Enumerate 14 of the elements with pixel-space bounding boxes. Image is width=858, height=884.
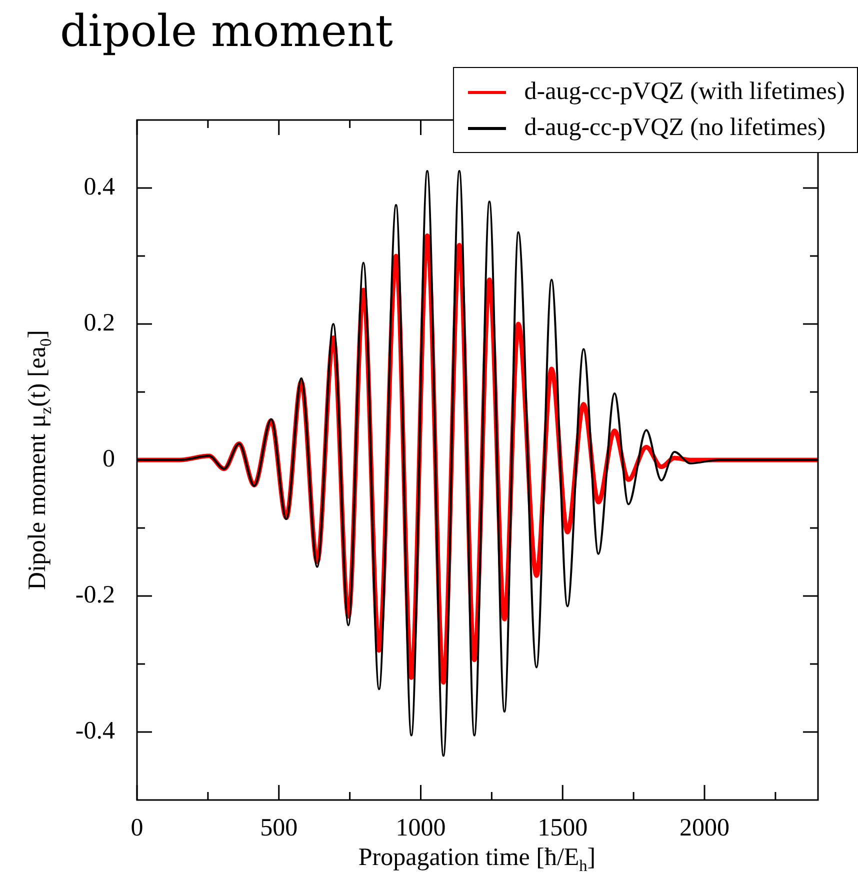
y-tick-label: -0.4 xyxy=(75,718,116,745)
x-tick-label: 2000 xyxy=(680,814,730,842)
x-tick-label: 500 xyxy=(260,814,298,842)
x-tick-label: 1000 xyxy=(396,814,446,842)
y-tick-label: 0.2 xyxy=(84,310,115,337)
y-tick-label: 0.4 xyxy=(84,174,116,201)
x-axis-title: Propagation time [ħ/E$_{h}$] xyxy=(358,844,596,876)
x-tick-label: 0 xyxy=(130,814,144,842)
y-tick-label: 0 xyxy=(102,446,115,473)
y-tick-label: -0.2 xyxy=(75,582,115,609)
legend-label: d-aug-cc-pVQZ (with lifetimes) xyxy=(524,78,845,106)
x-tick-label: 1500 xyxy=(538,814,588,842)
legend-label: d-aug-cc-pVQZ (no lifetimes) xyxy=(524,114,826,142)
chart-title: dipole moment xyxy=(60,6,393,57)
